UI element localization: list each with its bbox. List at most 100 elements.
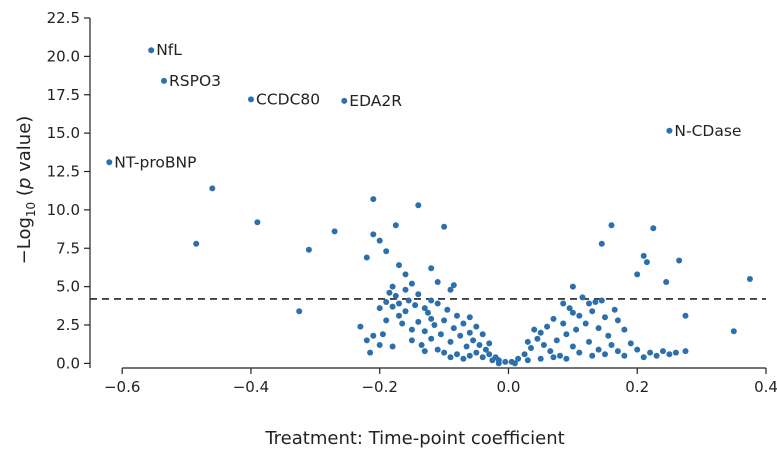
- data-point: [537, 329, 544, 336]
- data-point: [605, 332, 612, 339]
- data-point: [634, 271, 641, 278]
- data-point: [470, 337, 477, 344]
- point-label: N-CDase: [674, 122, 741, 140]
- data-point: [434, 279, 441, 285]
- data-point: [479, 354, 486, 361]
- data-point: [428, 335, 435, 342]
- data-point: [586, 338, 592, 345]
- data-point: [408, 280, 415, 287]
- data-point: [602, 314, 608, 321]
- data-point: [531, 326, 538, 333]
- data-point: [370, 196, 377, 203]
- data-point: [576, 312, 583, 319]
- data-point: [598, 240, 605, 247]
- data-point: [537, 355, 544, 362]
- data-point: [466, 314, 473, 321]
- y-tick-label: 12.5: [47, 163, 80, 181]
- data-point: [682, 312, 689, 319]
- data-point: [447, 354, 454, 361]
- data-point: [331, 228, 338, 235]
- point-label: NT-proBNP: [114, 153, 196, 171]
- data-point: [437, 331, 444, 338]
- data-point: [434, 300, 441, 307]
- data-point: [392, 222, 399, 229]
- labeled-data-point: [161, 77, 167, 84]
- data-point: [486, 351, 493, 358]
- data-point: [415, 318, 422, 325]
- data-point: [466, 352, 473, 359]
- y-tick-label: 15.0: [47, 124, 80, 142]
- data-point: [627, 340, 634, 347]
- data-point: [589, 308, 596, 315]
- data-point: [563, 355, 570, 362]
- data-point: [524, 357, 531, 364]
- data-point: [415, 291, 422, 298]
- data-point: [457, 332, 464, 339]
- data-point: [621, 352, 628, 359]
- data-point: [550, 315, 557, 322]
- data-point: [370, 332, 377, 339]
- data-point: [486, 340, 493, 347]
- data-point: [730, 328, 737, 335]
- data-point: [441, 317, 448, 324]
- data-point: [614, 317, 621, 324]
- y-tick-label: 17.5: [47, 86, 80, 104]
- data-point: [254, 219, 261, 226]
- data-point: [428, 315, 435, 322]
- data-point: [511, 360, 518, 367]
- y-ticks: 0.0 2.5 5.0 7.5 10.0 12.5 15.0 17.5 20.0 22.5: [47, 9, 90, 372]
- data-point: [634, 346, 641, 353]
- data-point: [396, 300, 402, 307]
- x-ticks: −0.6 −0.4 −0.2 0.0 0.2 0.4: [104, 368, 777, 396]
- data-point: [521, 351, 528, 358]
- data-point: [434, 346, 441, 353]
- data-point: [576, 349, 583, 356]
- data-point: [682, 348, 689, 355]
- data-point: [614, 348, 621, 355]
- data-point: [396, 262, 402, 269]
- y-axis-title-p: p: [14, 178, 35, 190]
- data-point: [386, 289, 393, 296]
- data-point: [396, 312, 402, 319]
- data-point: [553, 337, 560, 344]
- data-point: [672, 349, 679, 356]
- data-point: [402, 308, 409, 315]
- data-point: [383, 317, 390, 324]
- data-point: [476, 342, 483, 348]
- data-point: [650, 225, 657, 232]
- data-point: [608, 342, 615, 348]
- data-point: [389, 283, 396, 290]
- y-tick-label: 22.5: [47, 9, 80, 27]
- data-point: [643, 259, 650, 266]
- data-point: [415, 202, 422, 209]
- labeled-points: NfL RSPO3 CCDC80 EDA2R N-CDase NT-proBNP: [106, 41, 741, 171]
- data-point: [592, 299, 599, 305]
- labeled-data-point: [341, 97, 348, 104]
- point-label: NfL: [156, 41, 182, 59]
- data-point: [193, 240, 200, 247]
- x-tick-label: −0.2: [361, 378, 397, 396]
- data-point: [431, 322, 438, 328]
- y-tick-label: 7.5: [56, 239, 80, 257]
- data-point: [676, 257, 683, 264]
- data-point: [376, 305, 383, 312]
- x-tick-label: −0.4: [233, 378, 269, 396]
- data-point: [473, 323, 480, 330]
- data-point: [528, 345, 534, 351]
- data-point: [383, 299, 390, 305]
- data-point: [660, 348, 666, 355]
- data-point: [450, 325, 457, 332]
- data-point: [579, 294, 586, 301]
- data-point: [305, 246, 312, 253]
- data-point: [363, 337, 370, 344]
- y-axis-title: −Log10 (p value): [14, 116, 38, 265]
- y-axis-title-subscript: 10: [24, 202, 38, 217]
- data-point: [534, 335, 541, 342]
- data-point: [428, 265, 435, 272]
- data-point: [502, 358, 509, 365]
- data-point: [608, 222, 615, 229]
- data-point: [602, 351, 608, 358]
- data-point: [460, 355, 467, 362]
- data-points: [193, 185, 753, 367]
